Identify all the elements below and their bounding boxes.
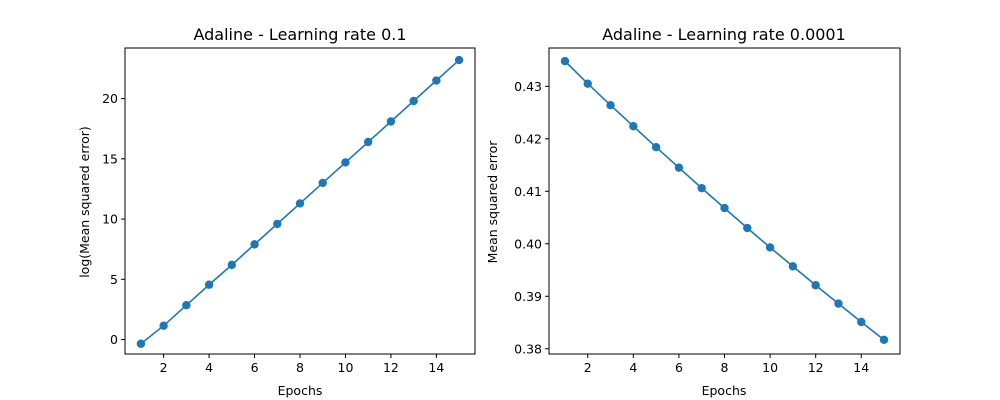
y-tick-label: 0.42	[514, 131, 542, 146]
data-point	[765, 243, 775, 252]
x-axis-label: Epochs	[702, 383, 747, 398]
data-point	[341, 158, 350, 167]
x-tick-label: 12	[383, 360, 399, 375]
data-point	[409, 96, 418, 106]
y-axis-label: Mean squared error	[485, 140, 500, 264]
data-point	[788, 262, 798, 271]
axes-frame	[124, 47, 476, 355]
data-point	[227, 260, 237, 270]
data-point	[273, 219, 282, 229]
y-tick-label: 0.41	[514, 184, 542, 199]
y-tick-label: 10	[102, 212, 118, 227]
chart-learning-rate-0-0001: Adaline - Learning rate 0.0001 2 4 6 8 10 12 1…	[485, 25, 901, 398]
x-tick-label: 2	[160, 360, 168, 375]
plot-area: 2 4 6 8 10 12 14 0.38 0.39 0.40 0.41 0.42 0.43	[514, 47, 901, 375]
x-tick-label: 12	[808, 360, 824, 375]
y-tick-label: 0	[110, 332, 118, 347]
chart-learning-rate-0-1: Adaline - Learning rate 0.1 2 4 6 8 10 12 14 0 5…	[77, 25, 476, 398]
data-point	[182, 301, 191, 310]
data-point	[857, 317, 866, 327]
data-point	[432, 76, 441, 85]
data-point	[363, 137, 373, 147]
y-axis-label: log(Mean squared error)	[77, 126, 92, 278]
data-point	[386, 117, 396, 126]
data-point	[743, 223, 752, 233]
data-point	[250, 240, 259, 249]
chart-title: Adaline - Learning rate 0.1	[193, 25, 406, 44]
data-point	[834, 299, 843, 308]
x-axis-label: Epochs	[278, 383, 323, 398]
x-tick-label: 8	[721, 360, 729, 375]
x-tick-label: 10	[338, 360, 354, 375]
data-point	[879, 335, 889, 345]
data-point	[136, 339, 146, 348]
y-tick-label: 15	[102, 151, 118, 166]
data-point	[159, 321, 168, 330]
y-tick-label: 0.39	[514, 289, 542, 304]
data-point	[674, 163, 684, 172]
data-point	[295, 199, 305, 208]
chart-title: Adaline - Learning rate 0.0001	[602, 25, 846, 44]
y-tick-label: 20	[102, 91, 118, 106]
x-tick-label: 2	[584, 360, 592, 375]
data-point	[204, 280, 214, 289]
x-tick-label: 4	[205, 360, 213, 375]
x-tick-label: 10	[762, 360, 778, 375]
plot-area: 2 4 6 8 10 12 14 0 5 10 15 20	[102, 47, 476, 375]
y-tick-label: 0.38	[514, 341, 542, 356]
data-point	[318, 178, 327, 188]
data-point	[651, 143, 661, 152]
data-point	[811, 281, 820, 290]
data-point	[454, 55, 464, 65]
data-point	[720, 203, 729, 213]
x-tick-label: 8	[296, 360, 304, 375]
data-point	[697, 183, 706, 193]
data-point	[606, 101, 615, 110]
data-point	[583, 79, 592, 88]
x-tick-label: 4	[629, 360, 637, 375]
axes-frame	[548, 47, 901, 355]
data-point	[560, 56, 570, 66]
x-tick-label: 6	[675, 360, 683, 375]
y-tick-label: 0.40	[514, 236, 542, 251]
x-tick-label: 6	[251, 360, 259, 375]
y-tick-label: 5	[110, 272, 118, 287]
x-tick-label: 14	[428, 360, 444, 375]
data-point	[629, 122, 638, 131]
x-tick-label: 14	[853, 360, 869, 375]
y-tick-label: 0.43	[514, 79, 542, 94]
